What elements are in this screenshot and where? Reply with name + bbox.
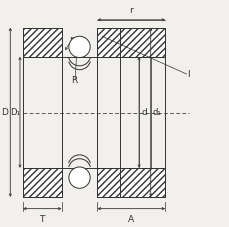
Bar [23,27,61,57]
Text: T: T [39,215,45,225]
Text: A: A [128,215,134,225]
Circle shape [68,36,90,58]
Text: r: r [129,6,133,15]
Bar [97,27,164,57]
Text: r: r [69,35,73,44]
Text: d₁: d₁ [152,108,161,117]
Text: R: R [71,76,77,85]
Bar [97,168,164,197]
Text: D₁: D₁ [10,108,20,117]
Circle shape [68,167,90,188]
Text: l: l [187,69,189,79]
Bar [23,168,61,197]
Text: D: D [1,108,8,117]
Text: d: d [140,108,146,117]
